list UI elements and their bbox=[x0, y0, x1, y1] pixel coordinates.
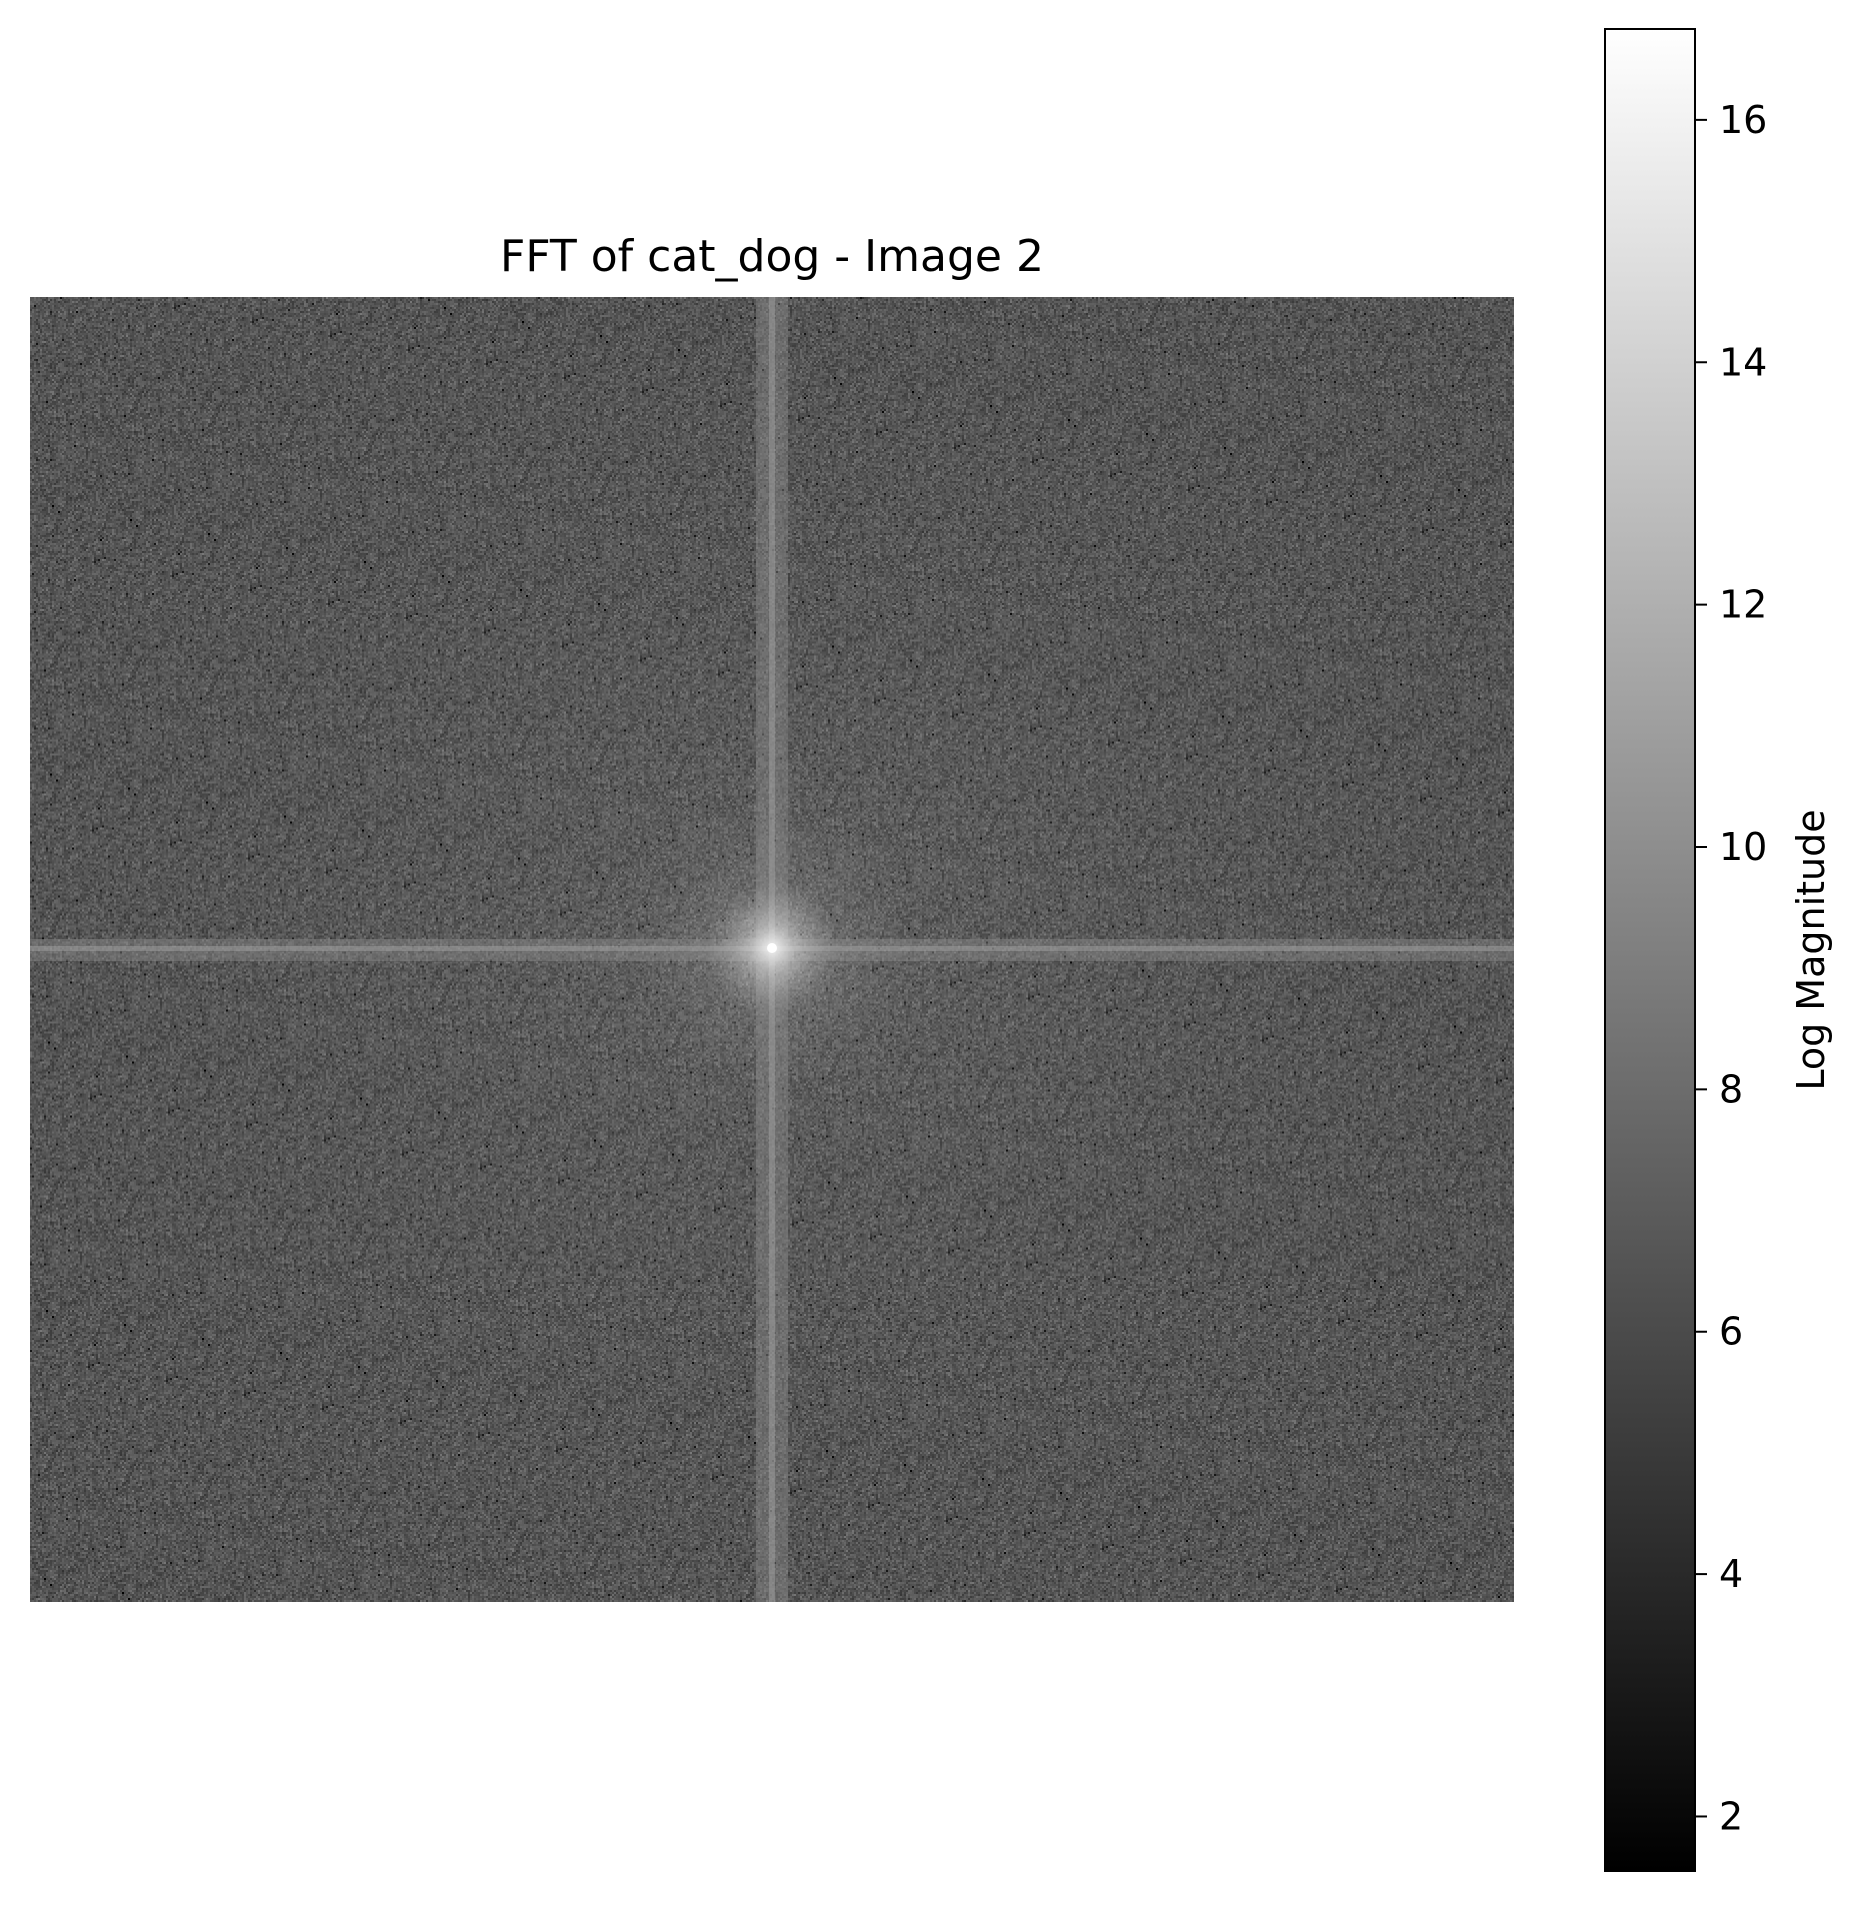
colorbar-tick-label: 16 bbox=[1719, 98, 1767, 142]
colorbar-label: Log Magnitude bbox=[1789, 809, 1833, 1090]
colorbar-tick-label: 4 bbox=[1719, 1552, 1743, 1596]
colorbar-tick-label: 14 bbox=[1719, 340, 1767, 384]
colorbar-gradient bbox=[1604, 28, 1696, 1872]
colorbar-ticks: 2 4 6 8 10 12 14 16 bbox=[1695, 98, 1767, 1838]
chart-title: FFT of cat_dog - Image 2 bbox=[500, 231, 1044, 282]
colorbar-tick-label: 8 bbox=[1719, 1067, 1743, 1111]
spectrum-image bbox=[30, 297, 1514, 1602]
colorbar-tick-label: 10 bbox=[1719, 825, 1767, 869]
colorbar-tick-label: 2 bbox=[1719, 1794, 1743, 1838]
colorbar-tick-label: 12 bbox=[1719, 583, 1767, 627]
colorbar: 2 4 6 8 10 12 14 16 Log Magnitude bbox=[1604, 28, 1833, 1872]
center-peak bbox=[767, 943, 777, 953]
colorbar-tick-label: 6 bbox=[1719, 1310, 1743, 1354]
